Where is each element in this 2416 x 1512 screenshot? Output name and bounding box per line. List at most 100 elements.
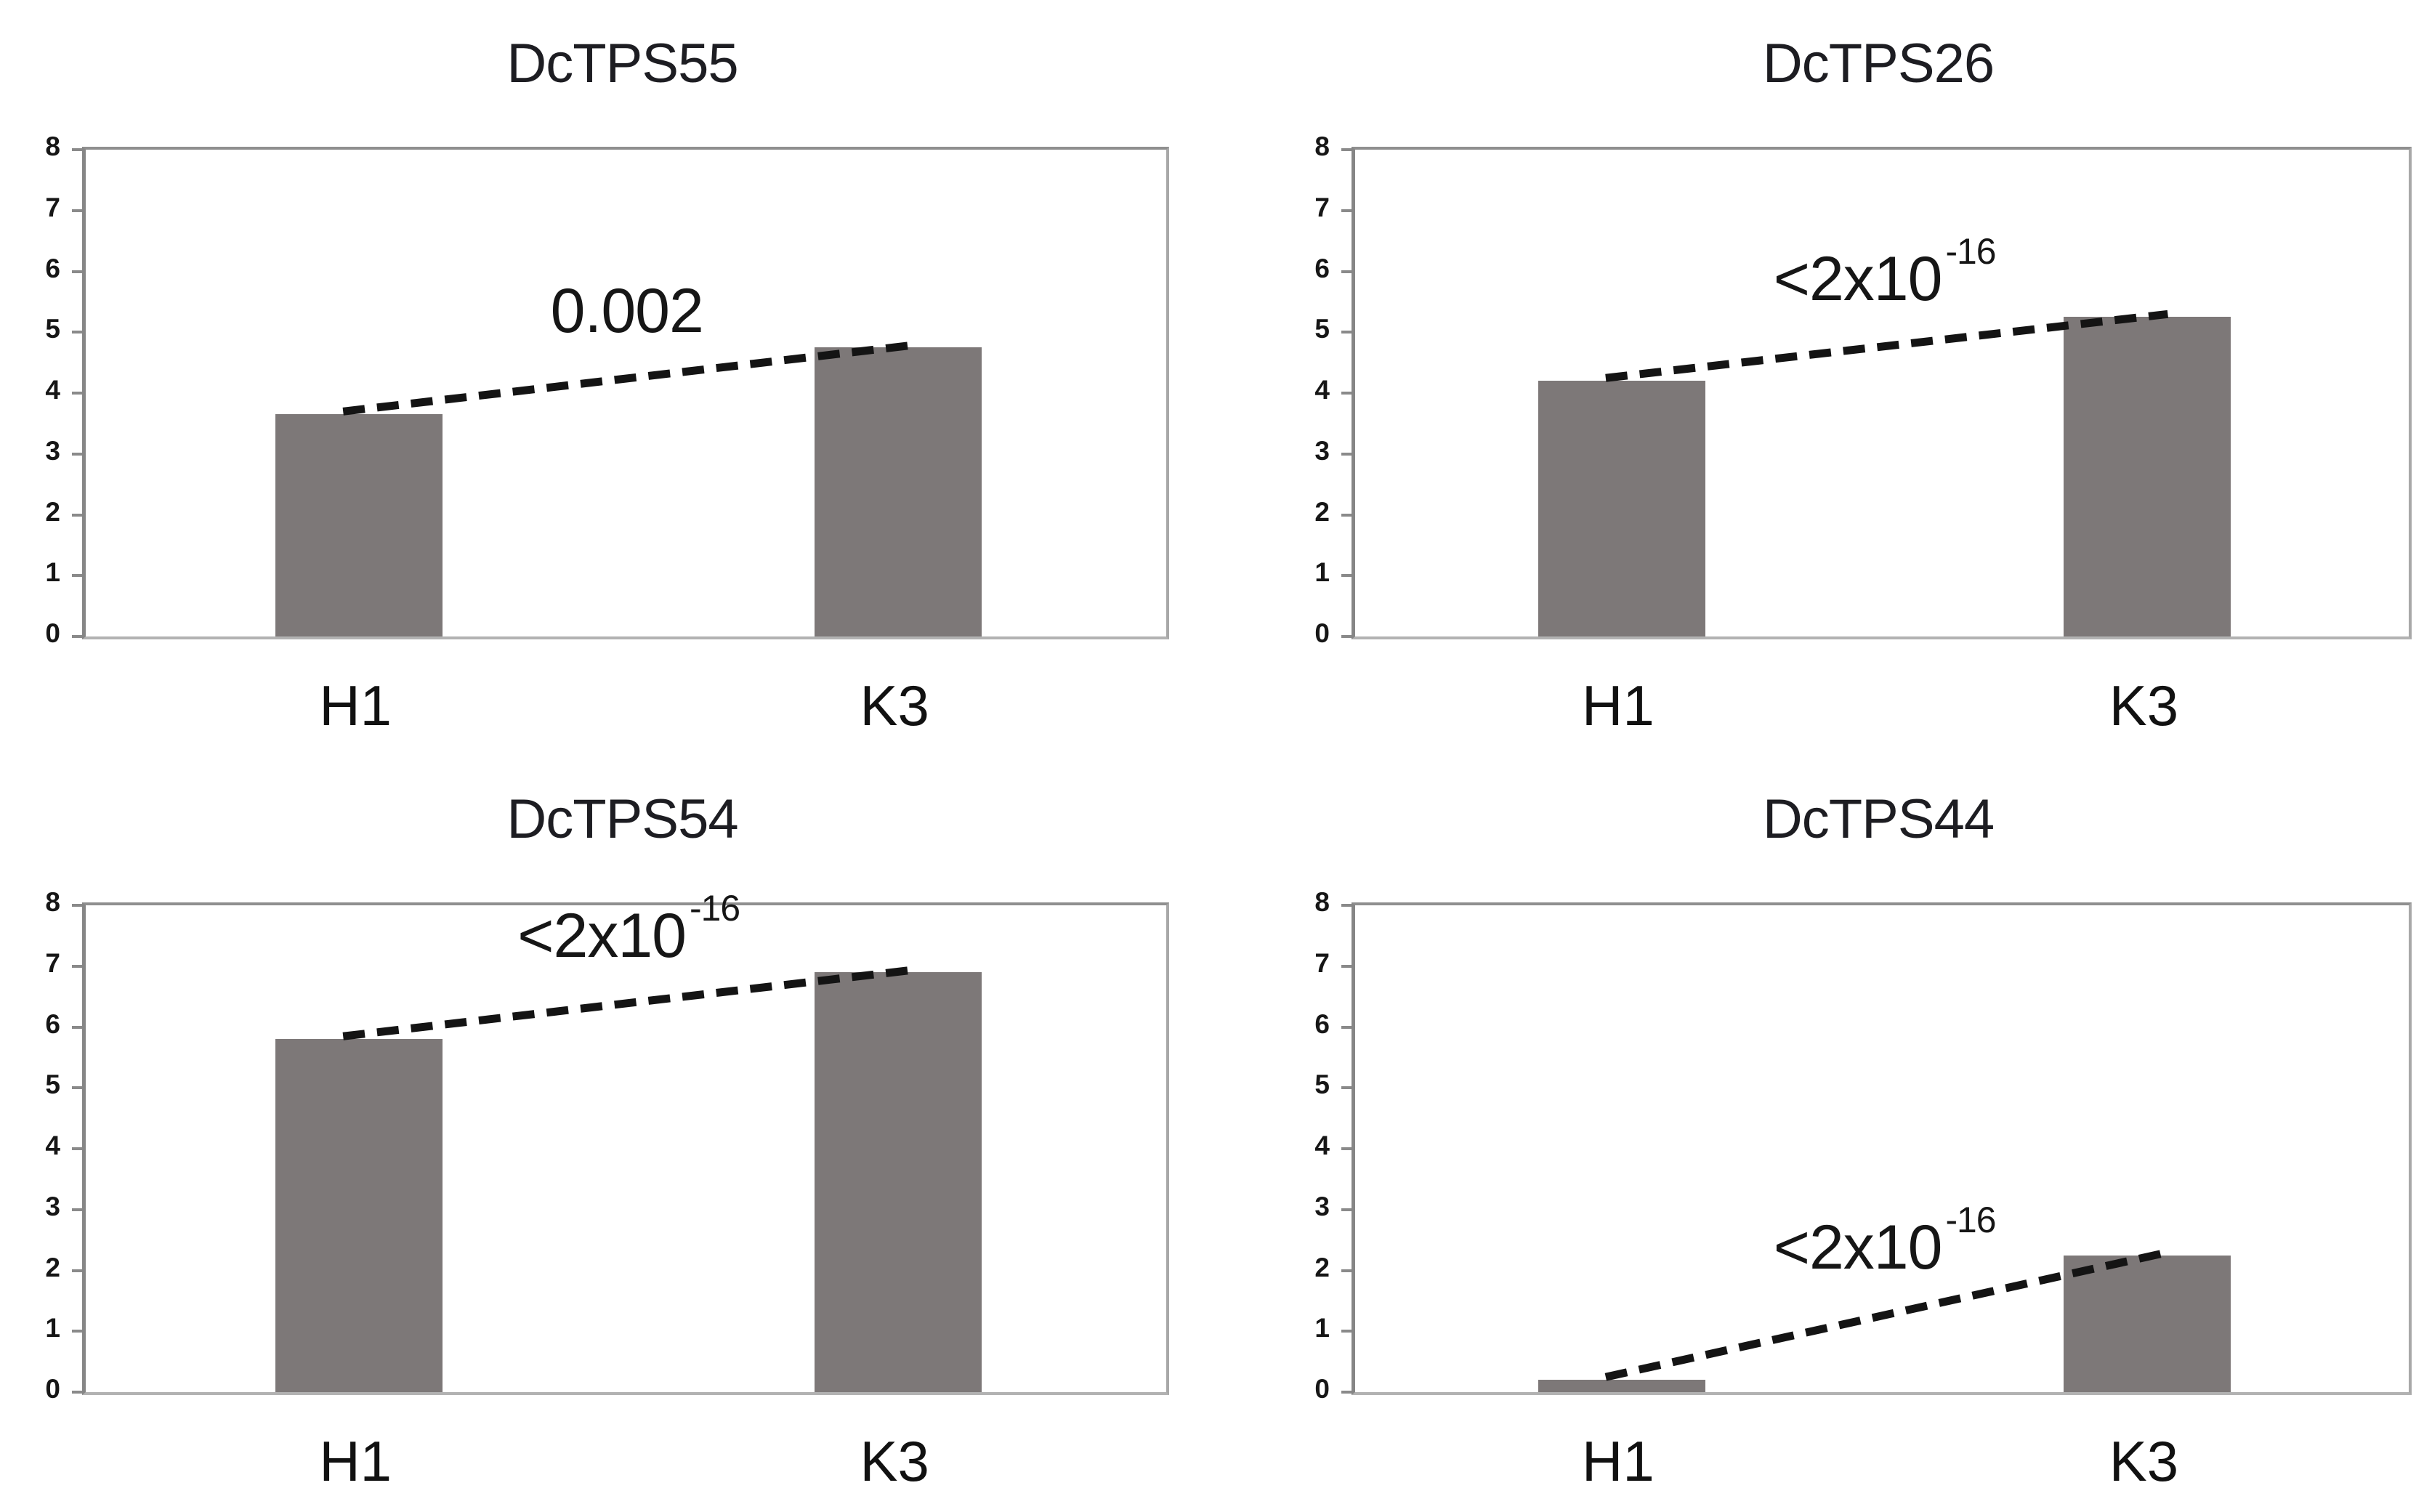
p-value-exponent: -16: [1945, 230, 1996, 272]
x-label-k3: K3: [2109, 674, 2179, 737]
y-tick-label: 1: [45, 557, 60, 588]
chart-title: DcTPS44: [1762, 788, 1995, 850]
y-tick-label: 7: [1314, 192, 1330, 222]
y-tick-mark: [1341, 270, 1352, 273]
y-tick-mark: [72, 574, 82, 578]
chart-title: DcTPS55: [506, 33, 738, 94]
p-value-annotation: <2x10 -16: [1774, 231, 1997, 315]
y-tick-mark: [72, 1391, 82, 1394]
y-tick-label: 5: [45, 1070, 60, 1100]
y-tick-label: 6: [45, 253, 60, 283]
y-tick-label: 1: [45, 1313, 60, 1343]
y-axis: 0 1 2 3 4 5 6 7 8: [0, 132, 60, 648]
y-tick-label: 3: [45, 1191, 60, 1221]
y-tick-label: 4: [45, 375, 60, 405]
chart-dctps54: DcTPS54 0 1 2 3 4 5 6 7 8 <2x10 -16 H1 K3: [0, 756, 1206, 1512]
y-tick-mark: [72, 1147, 82, 1150]
y-tick-label: 6: [1314, 1008, 1330, 1039]
y-tick-mark: [1341, 1269, 1352, 1272]
y-tick-mark: [1341, 904, 1352, 907]
x-axis-labels: H1 K3: [82, 673, 1163, 753]
bar-k3: [815, 347, 982, 636]
plot-area: <2x10 -16: [1341, 902, 2412, 1395]
x-label-k3: K3: [2109, 1429, 2179, 1493]
bar-h1: [275, 1039, 443, 1392]
chart-dctps44: DcTPS44 0 1 2 3 4 5 6 7 8 <2x10 -16 H1 K3: [1206, 756, 2416, 1512]
chart-dctps55: DcTPS55 0 1 2 3 4 5 6 7 8 0.002 H1 K3: [0, 0, 1206, 756]
y-tick-label: 2: [1314, 496, 1330, 527]
y-tick-label: 5: [1314, 314, 1330, 344]
bar-k3: [815, 972, 982, 1392]
p-value-annotation: <2x10 -16: [517, 888, 740, 972]
p-value-annotation: 0.002: [551, 275, 707, 347]
y-tick-mark: [72, 148, 82, 151]
y-tick-label: 0: [45, 618, 60, 648]
p-value-exponent: -16: [1945, 1199, 1996, 1240]
y-tick-label: 0: [1314, 618, 1330, 648]
y-tick-mark: [72, 513, 82, 517]
y-tick-mark: [1341, 392, 1352, 395]
p-value-annotation: <2x10 -16: [1773, 1200, 1997, 1284]
x-label-h1: H1: [1581, 674, 1655, 737]
y-tick-label: 7: [1314, 947, 1330, 978]
p-value-exponent: -16: [690, 887, 740, 929]
x-label-h1: H1: [1581, 1429, 1655, 1493]
y-tick-mark: [1341, 209, 1352, 212]
chart-title: DcTPS54: [506, 788, 738, 850]
y-tick-mark: [72, 1269, 82, 1272]
y-tick-mark: [1341, 513, 1352, 517]
x-axis-labels: H1 K3: [82, 1428, 1163, 1508]
y-tick-label: 5: [1314, 1070, 1330, 1100]
y-tick-label: 7: [45, 947, 60, 978]
y-tick-mark: [1341, 1025, 1352, 1029]
y-tick-mark: [72, 1330, 82, 1333]
significance-dashed-line: [1605, 310, 2169, 382]
significance-dashed-line: [342, 965, 919, 1040]
y-tick-mark: [1341, 1086, 1352, 1090]
y-tick-mark: [72, 209, 82, 212]
y-tick-label: 1: [1314, 1313, 1330, 1343]
p-value-text: <2x10: [517, 901, 687, 971]
p-value-text: <2x10: [1773, 1213, 1943, 1283]
bar-h1: [1538, 1380, 1705, 1392]
y-tick-mark: [1341, 964, 1352, 968]
y-tick-label: 1: [1314, 557, 1330, 588]
y-axis: 0 1 2 3 4 5 6 7 8: [1206, 887, 1330, 1404]
plot-area: <2x10 -16: [72, 888, 1169, 1395]
y-tick-mark: [72, 452, 82, 456]
y-axis: 0 1 2 3 4 5 6 7 8: [0, 887, 60, 1404]
bar-k3: [2064, 1255, 2231, 1392]
y-tick-label: 4: [45, 1131, 60, 1160]
y-tick-mark: [72, 635, 82, 638]
y-tick-mark: [72, 1086, 82, 1090]
y-tick-mark: [1341, 452, 1352, 456]
y-tick-label: 5: [45, 314, 60, 344]
y-tick-label: 2: [45, 496, 60, 527]
y-tick-mark: [1341, 1147, 1352, 1150]
y-tick-mark: [72, 270, 82, 273]
x-axis-labels: H1 K3: [1352, 1428, 2405, 1508]
y-tick-label: 3: [45, 435, 60, 466]
y-tick-mark: [72, 331, 82, 334]
y-tick-label: 7: [45, 192, 60, 222]
significance-dashed-line: [1604, 1248, 2169, 1381]
y-tick-label: 8: [1314, 132, 1330, 161]
bar-h1: [1538, 381, 1705, 636]
y-tick-mark: [1341, 331, 1352, 334]
y-tick-label: 2: [1314, 1252, 1330, 1282]
y-tick-label: 0: [45, 1374, 60, 1404]
plot-area: <2x10 -16: [1341, 147, 2412, 639]
chart-dctps26: DcTPS26 0 1 2 3 4 5 6 7 8 <2x10 -16 H1 K3: [1206, 0, 2416, 756]
y-axis: 0 1 2 3 4 5 6 7 8: [1206, 132, 1330, 648]
y-tick-mark: [1341, 574, 1352, 578]
y-tick-mark: [72, 964, 82, 968]
y-tick-label: 6: [45, 1008, 60, 1039]
significance-dashed-line: [342, 340, 919, 416]
bar-h1: [275, 414, 443, 636]
y-tick-label: 2: [45, 1252, 60, 1282]
y-tick-mark: [72, 1025, 82, 1029]
x-label-h1: H1: [319, 674, 392, 737]
y-tick-mark: [72, 392, 82, 395]
x-label-k3: K3: [860, 674, 929, 737]
